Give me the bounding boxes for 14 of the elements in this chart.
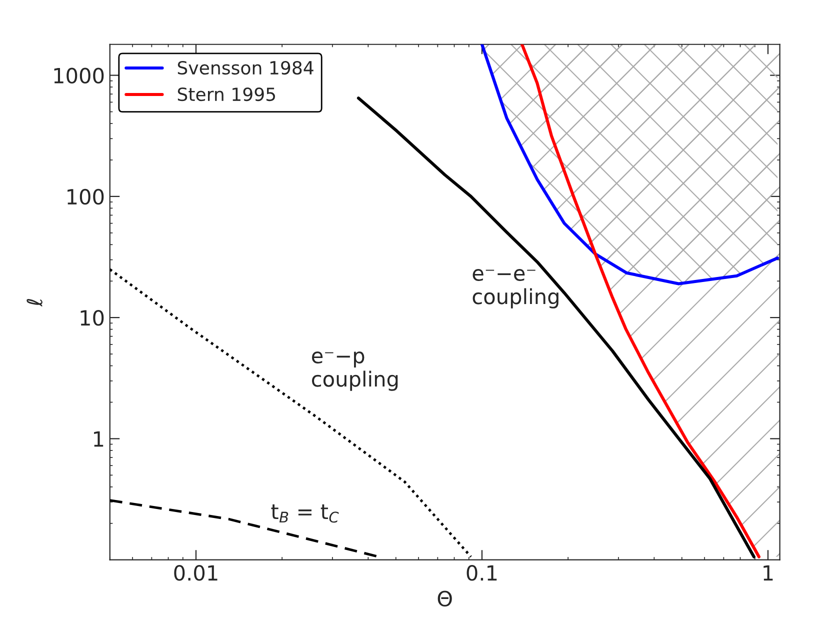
annotation: e⁻−p coupling [312, 352, 398, 391]
legend-label: Svensson 1984 [178, 60, 314, 75]
y-tick-label: 1 [94, 431, 104, 447]
annotation: e⁻−e⁻ coupling [472, 269, 558, 308]
x-axis-title: Θ [438, 590, 452, 607]
x-tick-label: 1 [764, 565, 773, 581]
y-axis-title: ℓ [26, 299, 42, 307]
x-tick-label: 0.01 [174, 565, 218, 581]
y-tick-label: 1000 [54, 68, 104, 84]
x-tick-label: 0.1 [466, 565, 497, 581]
y-tick-label: 10 [80, 310, 104, 326]
y-tick-label: 100 [68, 188, 104, 205]
annotation: t$_{B}$ = t$_{C}$ [271, 504, 339, 523]
legend-label: Stern 1995 [178, 87, 276, 102]
